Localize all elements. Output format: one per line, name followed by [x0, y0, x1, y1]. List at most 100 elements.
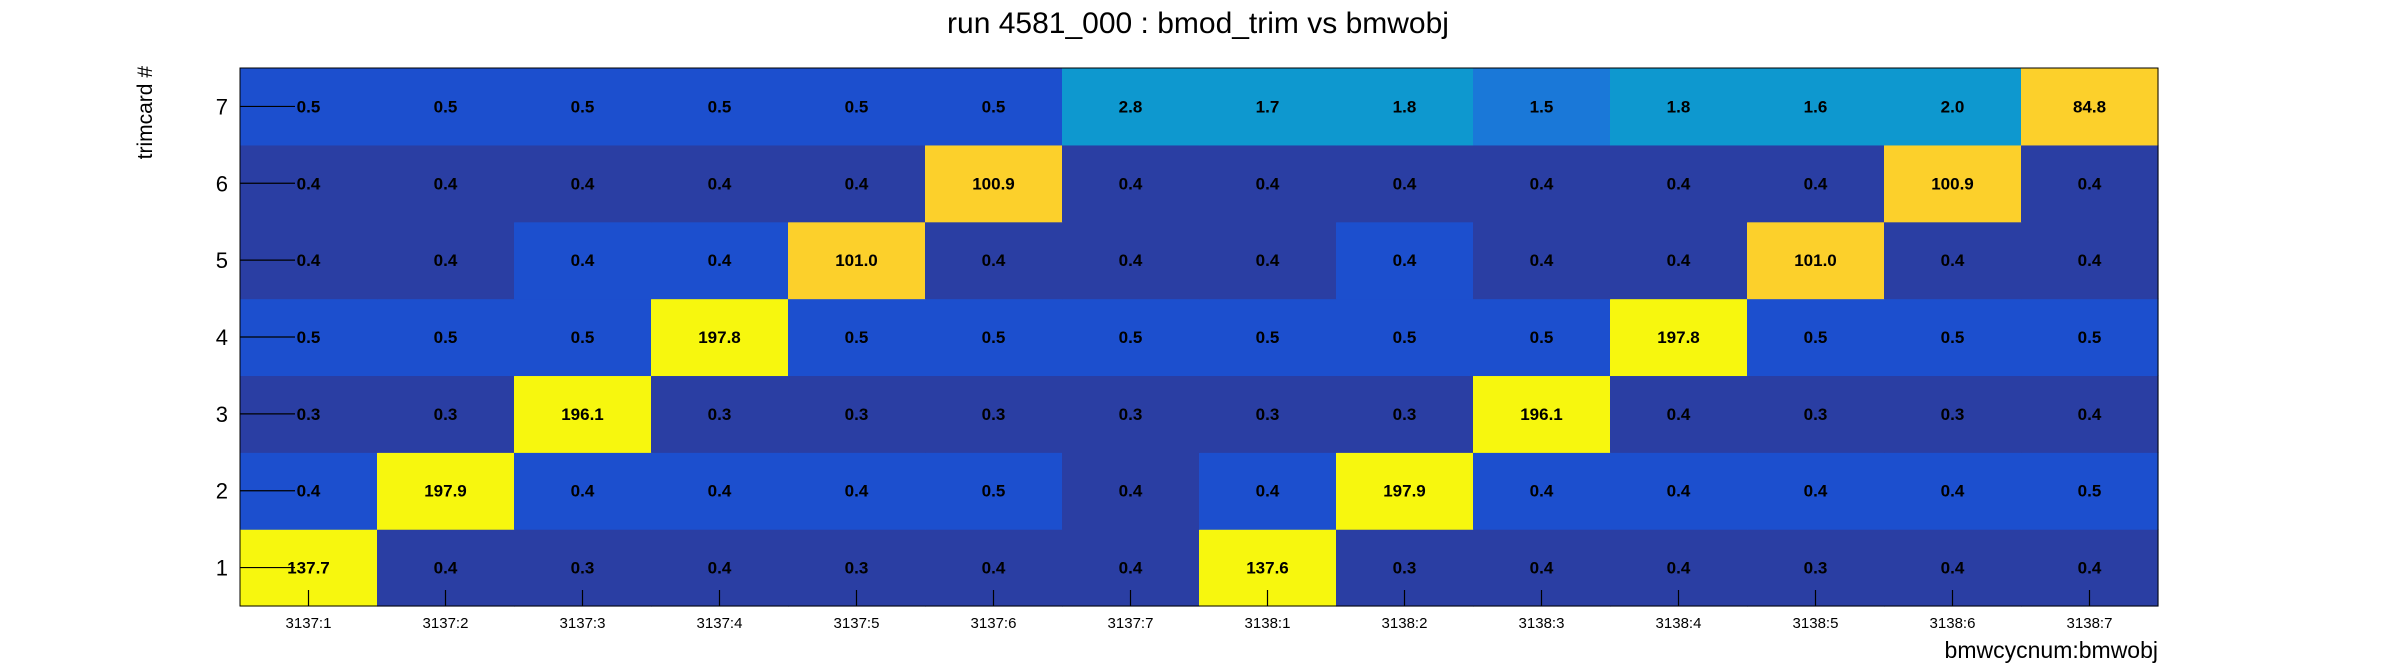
- y-tick-label: 4: [216, 325, 228, 350]
- cell-value-labels: 137.7 0.4 0.3 0.4 0.3 0.4 0.4 137.6 0.3 0.4 0.4 0.3…: [287, 97, 2106, 577]
- cell-value-label: 0.4: [1667, 251, 1691, 270]
- cell-value-label: 196.1: [561, 405, 604, 424]
- cell-value-label: 1.6: [1804, 97, 1828, 116]
- x-axis-label: bmwcycnum:bmwobj: [1945, 637, 2158, 663]
- heatmap-cell: [514, 68, 652, 146]
- heatmap-cell: [2021, 144, 2159, 223]
- cell-value-label: 1.8: [1667, 97, 1691, 116]
- heatmap-cell: [651, 375, 789, 453]
- heatmap-cell: [651, 298, 789, 377]
- x-tick-label: 3137:6: [971, 615, 1017, 632]
- heatmap-cell: [788, 452, 926, 530]
- cell-value-label: 100.9: [972, 174, 1015, 193]
- x-tick-label: 3137:7: [1108, 615, 1154, 632]
- heatmap-cell: [925, 221, 1063, 300]
- cell-value-label: 196.1: [1520, 405, 1563, 424]
- cell-value-label: 137.6: [1246, 559, 1289, 578]
- cell-value-label: 0.3: [1393, 559, 1417, 578]
- heatmap-cell: [1473, 221, 1611, 300]
- cell-value-label: 0.4: [1667, 559, 1691, 578]
- heatmap-cells: [240, 68, 2159, 607]
- heatmap-cell: [1610, 375, 1748, 453]
- heatmap-cell: [925, 452, 1063, 530]
- cell-value-label: 0.5: [434, 328, 458, 347]
- cell-value-label: 0.4: [1119, 251, 1143, 270]
- cell-value-label: 0.4: [1941, 482, 1965, 501]
- cell-value-label: 0.5: [845, 97, 869, 116]
- cell-value-label: 0.4: [708, 251, 732, 270]
- cell-value-label: 101.0: [1794, 251, 1837, 270]
- cell-value-label: 0.5: [982, 328, 1006, 347]
- cell-value-label: 0.4: [1119, 559, 1143, 578]
- cell-value-label: 0.5: [1119, 328, 1143, 347]
- cell-value-label: 0.3: [1393, 405, 1417, 424]
- cell-value-label: 0.4: [571, 174, 595, 193]
- heatmap-cell: [1473, 68, 1611, 146]
- heatmap-cell: [1884, 68, 2022, 146]
- heatmap-cell: [1884, 375, 2022, 453]
- cell-value-label: 0.4: [434, 174, 458, 193]
- heatmap-cell: [1062, 144, 1200, 223]
- heatmap-cell: [1884, 298, 2022, 377]
- heatmap-cell: [1199, 375, 1337, 453]
- cell-value-label: 0.3: [434, 405, 458, 424]
- x-tick-label: 3137:2: [423, 615, 469, 632]
- y-axis-label: trimcard #: [134, 66, 157, 160]
- cell-value-label: 0.5: [1941, 328, 1965, 347]
- cell-value-label: 0.4: [1530, 174, 1554, 193]
- x-tick-label: 3137:5: [834, 615, 880, 632]
- chart-title: run 4581_000 : bmod_trim vs bmwobj: [947, 7, 1449, 40]
- cell-value-label: 0.3: [1119, 405, 1143, 424]
- heatmap-cell: [1747, 221, 1885, 300]
- heatmap-cell: [2021, 221, 2159, 300]
- cell-value-label: 1.5: [1530, 97, 1554, 116]
- x-tick-label: 3138:1: [1245, 615, 1291, 632]
- x-tick-label: 3137:3: [560, 615, 606, 632]
- x-tick-label: 3138:7: [2067, 615, 2113, 632]
- cell-value-label: 0.4: [2078, 405, 2102, 424]
- heatmap-cell: [788, 298, 926, 377]
- cell-value-label: 0.4: [708, 174, 732, 193]
- heatmap-cell: [788, 144, 926, 223]
- heatmap-cell: [1884, 221, 2022, 300]
- cell-value-label: 0.4: [1119, 482, 1143, 501]
- heatmap-cell: [1747, 68, 1885, 146]
- cell-value-label: 0.4: [1119, 174, 1143, 193]
- cell-value-label: 0.3: [845, 559, 869, 578]
- cell-value-label: 0.4: [1804, 174, 1828, 193]
- cell-value-label: 0.5: [1530, 328, 1554, 347]
- cell-value-label: 0.4: [845, 482, 869, 501]
- cell-value-label: 197.8: [1657, 328, 1700, 347]
- heatmap-cell: [788, 221, 926, 300]
- cell-value-label: 0.5: [1393, 328, 1417, 347]
- heatmap-cell: [1062, 68, 1200, 146]
- cell-value-label: 101.0: [835, 251, 878, 270]
- cell-value-label: 0.5: [2078, 328, 2102, 347]
- cell-value-label: 0.3: [1804, 405, 1828, 424]
- heatmap-cell: [1062, 221, 1200, 300]
- heatmap-cell: [514, 221, 652, 300]
- heatmap-cell: [1610, 298, 1748, 377]
- cell-value-label: 197.9: [1383, 482, 1426, 501]
- cell-value-label: 0.5: [297, 328, 321, 347]
- y-tick-label: 2: [216, 479, 228, 504]
- heatmap-cell: [514, 144, 652, 223]
- cell-value-label: 0.4: [1804, 482, 1828, 501]
- cell-value-label: 0.5: [708, 97, 732, 116]
- cell-value-label: 197.9: [424, 482, 467, 501]
- heatmap-cell: [1199, 298, 1337, 377]
- cell-value-label: 0.4: [982, 559, 1006, 578]
- cell-value-label: 137.7: [287, 559, 330, 578]
- x-tick-label: 3138:4: [1656, 615, 1702, 632]
- cell-value-label: 0.4: [982, 251, 1006, 270]
- cell-value-label: 0.5: [982, 97, 1006, 116]
- x-tick-label: 3138:2: [1382, 615, 1428, 632]
- heatmap-cell: [1747, 452, 1885, 530]
- x-tick-label: 3138:6: [1930, 615, 1976, 632]
- cell-value-label: 0.5: [982, 482, 1006, 501]
- heatmap-cell: [1747, 298, 1885, 377]
- heatmap-cell: [1473, 144, 1611, 223]
- cell-value-label: 0.3: [982, 405, 1006, 424]
- heatmap-cell: [925, 298, 1063, 377]
